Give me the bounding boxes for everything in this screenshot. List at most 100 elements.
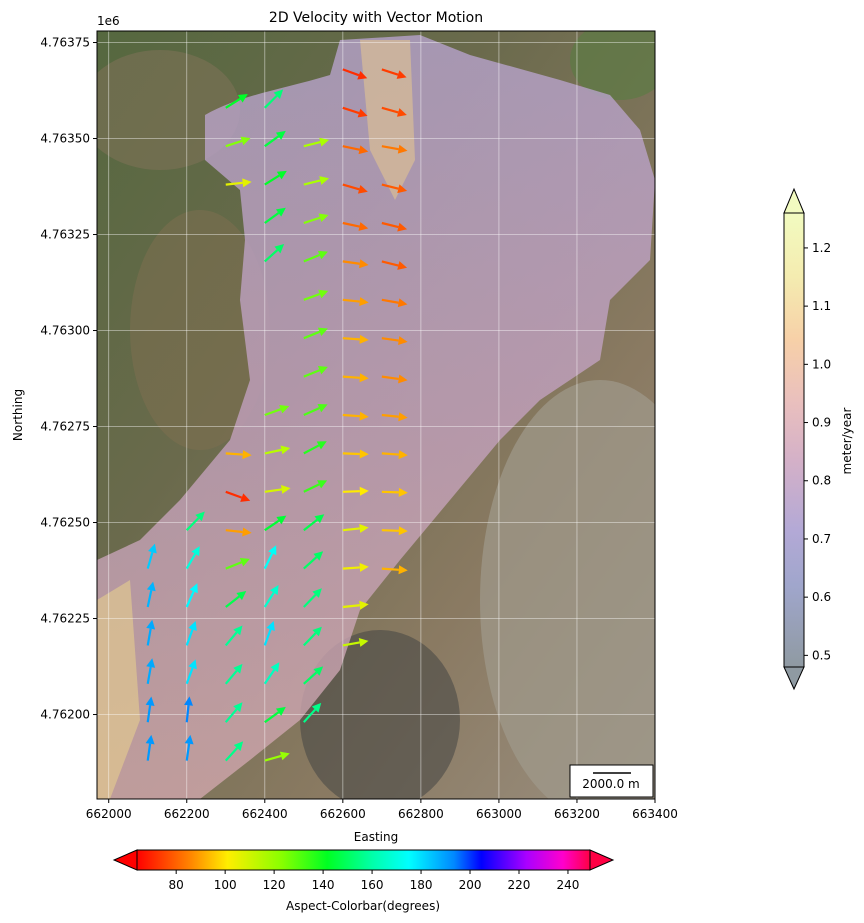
velocity-arrow — [342, 638, 369, 647]
velocity-arrow — [381, 68, 407, 79]
velocity-arrow — [303, 480, 328, 493]
velocity-arrow — [342, 68, 368, 80]
aspect-colorbar: 80 100 120 140 160 180 200 220 240 Aspect-Colorb… — [112, 849, 615, 913]
y-tick-label: 4.76375 — [40, 36, 90, 50]
velocity-arrow — [263, 662, 280, 685]
x-tick-label: 663400 — [632, 807, 678, 821]
x-tick-label: 663200 — [554, 807, 600, 821]
chart-title: 2D Velocity with Vector Motion — [269, 10, 483, 26]
plot-frame — [96, 30, 656, 800]
velocity-arrow — [342, 106, 368, 118]
velocity-arrow — [145, 734, 155, 761]
velocity-arrow — [303, 289, 329, 301]
velocity-colorbar-label: meter/year — [840, 407, 854, 474]
colorbar-extend-min — [783, 666, 805, 691]
velocity-arrow — [303, 366, 328, 378]
velocity-arrow — [303, 588, 322, 608]
velocity-arrow — [342, 221, 369, 231]
velocity-colorbar-gradient — [783, 212, 805, 668]
velocity-arrow — [264, 130, 286, 148]
x-tick-label: 663000 — [476, 807, 522, 821]
velocity-arrow — [342, 523, 369, 533]
grid-lines — [97, 31, 655, 799]
velocity-tick-label: 0.8 — [812, 474, 831, 488]
velocity-arrow — [264, 706, 286, 724]
velocity-arrow — [146, 543, 157, 569]
velocity-colorbar-ticks: 0.5 0.6 0.7 0.8 0.9 1.0 1.1 1.2 — [804, 241, 831, 662]
velocity-arrow — [381, 412, 408, 422]
velocity-arrow — [381, 106, 407, 117]
velocity-arrow — [342, 411, 369, 421]
terrain-patch — [97, 50, 240, 170]
velocity-arrow — [381, 487, 408, 497]
velocity-arrow — [381, 298, 408, 308]
velocity-tick-label: 1.0 — [812, 357, 831, 371]
velocity-arrow — [224, 741, 244, 762]
velocity-arrow — [303, 551, 324, 570]
y-tick-label: 4.76325 — [40, 228, 90, 242]
velocity-arrow — [145, 696, 155, 723]
velocity-arrow — [342, 145, 369, 155]
aspect-colorbar-gradient — [136, 849, 591, 871]
x-axis-ticks: 662000 662200 662400 662600 662800 663000 6632… — [86, 799, 678, 821]
velocity-arrow — [342, 259, 369, 269]
aspect-tick-label: 80 — [169, 878, 184, 892]
glacier-overlay — [97, 35, 655, 799]
velocity-arrow — [264, 244, 285, 263]
aspect-tick-label: 100 — [214, 878, 237, 892]
terrain-patch — [480, 380, 655, 799]
velocity-arrow — [146, 619, 156, 646]
aspect-colorbar-ticks: 80 100 120 140 160 180 200 220 240 — [169, 870, 579, 892]
aspect-tick-label: 220 — [508, 878, 531, 892]
velocity-arrow — [225, 178, 252, 188]
velocity-arrow — [381, 144, 408, 154]
velocity-arrow — [146, 658, 156, 684]
velocity-arrow — [264, 170, 287, 186]
velocity-arrow — [303, 514, 325, 532]
velocity-arrow — [302, 702, 322, 723]
velocity-arrow — [342, 486, 369, 496]
glacier-highlight — [360, 40, 415, 200]
velocity-arrow — [225, 527, 252, 537]
velocity-arrow — [225, 490, 251, 502]
velocity-arrow — [342, 449, 369, 459]
aspect-tick-label: 200 — [459, 878, 482, 892]
velocity-arrow — [185, 511, 205, 531]
velocity-arrow — [185, 659, 197, 685]
aspect-tick-label: 180 — [410, 878, 433, 892]
velocity-arrow — [303, 137, 330, 148]
velocity-arrow — [303, 213, 329, 225]
velocity-arrow — [264, 89, 284, 109]
x-tick-label: 662400 — [242, 807, 288, 821]
velocity-arrow — [224, 663, 243, 685]
x-tick-label: 662800 — [398, 807, 444, 821]
velocity-arrow — [342, 183, 368, 194]
y-tick-label: 4.76300 — [40, 324, 90, 338]
velocity-arrow — [263, 584, 279, 608]
velocity-arrow — [342, 600, 369, 610]
velocity-arrow — [381, 565, 408, 575]
velocity-arrow — [303, 666, 324, 685]
velocity-arrow — [303, 626, 322, 647]
velocity-arrow — [381, 526, 408, 536]
plot-area — [97, 31, 655, 799]
velocity-arrow — [185, 583, 198, 608]
y-tick-label: 4.76350 — [40, 132, 90, 146]
velocity-tick-label: 0.9 — [812, 416, 831, 430]
velocity-arrow — [264, 515, 287, 532]
x-tick-label: 662000 — [86, 807, 132, 821]
velocity-tick-label: 0.6 — [812, 590, 831, 604]
colorbar-extend-max — [783, 187, 805, 214]
velocity-arrow — [185, 620, 197, 646]
glacier-highlight — [97, 580, 140, 799]
aspect-tick-label: 140 — [312, 878, 335, 892]
y-offset-label: 1e6 — [97, 14, 120, 28]
velocity-arrow — [381, 183, 408, 194]
velocity-arrow — [303, 250, 328, 263]
velocity-arrow — [225, 590, 247, 608]
velocity-arrow — [224, 625, 243, 647]
velocity-arrow — [303, 327, 328, 340]
vector-arrows — [145, 68, 408, 762]
y-tick-label: 4.76250 — [40, 516, 90, 530]
velocity-arrow — [303, 176, 330, 186]
